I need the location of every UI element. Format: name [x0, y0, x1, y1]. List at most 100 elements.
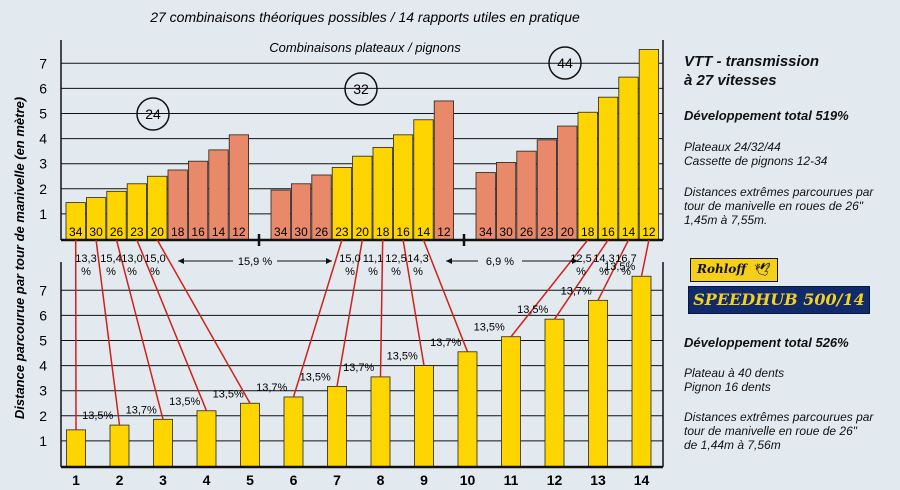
top-y-tick-label: 5 — [39, 106, 47, 122]
chainring-label: 44 — [557, 55, 573, 71]
bottom-x-tick-label: 5 — [246, 472, 254, 488]
top-step-label: 15,0 — [339, 253, 360, 265]
chainring-circle — [548, 46, 582, 80]
top-step-label: 16,7 — [615, 253, 636, 265]
bottom-x-tick-label: 14 — [634, 472, 650, 488]
bottom-y-tick-label: 5 — [39, 333, 47, 349]
bottom-x-tick-label: 11 — [504, 472, 519, 488]
connector-line — [292, 239, 343, 398]
top-step-label-unit: % — [621, 266, 631, 278]
hub-total-development: Développement total 526% — [684, 335, 849, 350]
bottom-x-tick-label: 13 — [590, 472, 606, 488]
connector-line — [379, 239, 384, 377]
bottom-y-tick-label: 7 — [39, 282, 47, 298]
connector-line — [402, 239, 425, 366]
bottom-bar — [544, 318, 565, 468]
bottom-bar — [283, 396, 304, 468]
top-sprocket-label: 34 — [274, 225, 288, 239]
bottom-step-label: 13,7% — [126, 404, 157, 416]
top-bar — [598, 96, 619, 241]
top-step-label-unit: % — [345, 266, 355, 278]
bottom-bar — [196, 410, 217, 468]
bottom-bar — [109, 424, 130, 468]
top-step-label: 15,9 % — [238, 256, 272, 268]
connector-line — [510, 239, 589, 338]
bottom-step-label: 13,7% — [343, 362, 374, 374]
bottom-y-tick-label: 6 — [39, 307, 47, 323]
connector-line — [95, 239, 121, 426]
bottom-bar — [66, 429, 86, 468]
top-y-tick-label: 4 — [39, 131, 47, 147]
hub-spec-line2: Pignon 16 dents — [684, 380, 771, 394]
bottom-step-label: 13,7% — [561, 285, 592, 297]
top-sprocket-label: 30 — [89, 225, 103, 239]
bottom-step-label: 13,5% — [169, 396, 200, 408]
vtt-total-development: Développement total 519% — [684, 108, 849, 123]
top-step-label: 13,3 — [75, 253, 96, 265]
bottom-y-tick-label: 4 — [39, 358, 47, 374]
top-step-label: 15,0 — [144, 253, 165, 265]
top-step-label: 12,5 — [570, 253, 591, 265]
top-step-label-unit: % — [599, 266, 609, 278]
chainring-label: 32 — [353, 81, 369, 97]
top-step-label: 11,1 — [363, 253, 384, 265]
top-chart-subtitle: Combinaisons plateaux / pignons — [269, 40, 461, 55]
bottom-step-label: 13,7% — [256, 382, 287, 394]
top-sprocket-label: 12 — [437, 225, 451, 239]
arrow-head-right — [572, 258, 578, 264]
speedhub-banner: SPEEDHUB 500/14 — [688, 286, 870, 314]
bottom-step-label: 13,5% — [82, 410, 113, 422]
y-axis-label: Distance parcourue par tour de manivelle… — [12, 97, 27, 419]
top-bar — [557, 125, 578, 241]
bottom-bar — [588, 299, 608, 468]
connector-line — [553, 239, 609, 320]
bottom-bar — [370, 376, 391, 468]
top-sprocket-label: 34 — [479, 225, 493, 239]
chainring-circle — [136, 97, 170, 131]
vtt-extreme-line3: 1,45m à 7,55m. — [684, 213, 768, 227]
top-sprocket-label: 14 — [622, 225, 636, 239]
top-sprocket-label: 30 — [499, 225, 513, 239]
bottom-bar — [501, 336, 521, 468]
connector-line — [336, 239, 364, 387]
vtt-heading-line1: VTT - transmission — [684, 53, 820, 70]
connector-line — [597, 239, 630, 301]
bottom-x-tick-label: 12 — [547, 472, 563, 488]
top-y-tick-label: 2 — [39, 181, 47, 197]
connector-line — [640, 239, 650, 277]
top-step-label: 15,4 — [100, 253, 121, 265]
top-step-label: 13,0 — [121, 253, 142, 265]
top-sprocket-label: 26 — [520, 225, 534, 239]
hub-spec-line1: Plateau à 40 dents — [684, 366, 785, 380]
top-step-label-unit: % — [413, 266, 423, 278]
bottom-bar — [327, 386, 347, 468]
top-sprocket-label: 23 — [540, 225, 554, 239]
top-step-label-unit: % — [127, 266, 137, 278]
bottom-x-tick-label: 7 — [333, 472, 341, 488]
chainring-label: 24 — [145, 106, 161, 122]
bottom-x-tick-label: 4 — [203, 472, 211, 488]
vtt-extreme-line1: Distances extrêmes parcourues par — [684, 185, 874, 199]
top-sprocket-label: 26 — [110, 225, 124, 239]
top-sprocket-label: 14 — [212, 225, 226, 239]
top-sprocket-label: 12 — [642, 225, 656, 239]
speedhub-banner-text: SPEEDHUB 500/14 — [693, 290, 865, 309]
top-sprocket-label: 26 — [315, 225, 329, 239]
top-sprocket-label: 34 — [69, 225, 83, 239]
bottom-step-label: 13,7% — [430, 337, 461, 349]
bottom-x-tick-label: 8 — [377, 472, 385, 488]
connector-line — [156, 239, 251, 404]
connector-line — [136, 239, 208, 412]
bottom-bar — [457, 351, 478, 468]
top-sprocket-label: 16 — [601, 225, 615, 239]
top-bar — [413, 119, 434, 241]
bottom-y-tick-label: 1 — [39, 433, 47, 449]
connector-line — [422, 239, 469, 353]
bottom-x-tick-label: 10 — [460, 472, 476, 488]
bottom-x-tick-label: 6 — [290, 472, 298, 488]
arrow-head-left — [446, 258, 452, 264]
bottom-y-tick-label: 3 — [39, 383, 47, 399]
top-step-label-unit: % — [81, 266, 91, 278]
top-sprocket-label: 18 — [376, 225, 390, 239]
